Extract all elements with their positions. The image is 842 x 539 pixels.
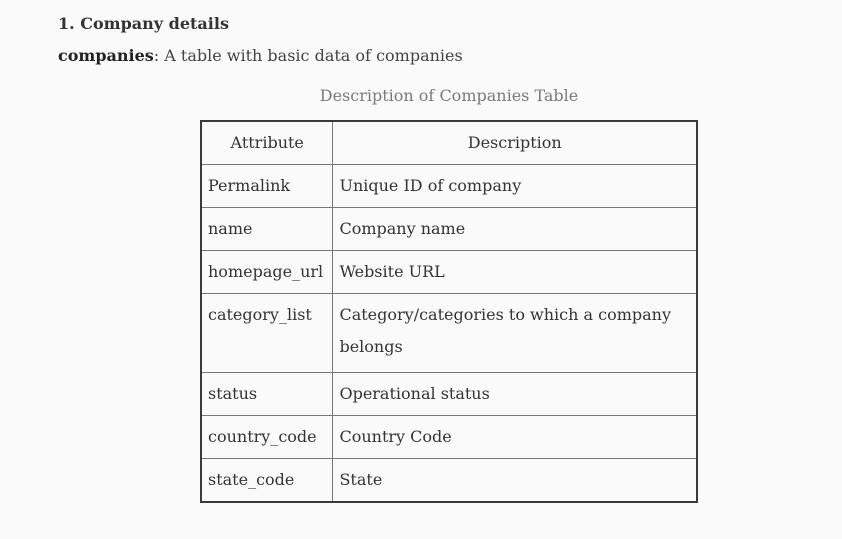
description-cell: Country Code: [332, 415, 698, 459]
attribute-cell: Permalink: [200, 164, 334, 208]
attribute-cell: state_code: [200, 458, 334, 503]
description-cell: Unique ID of company: [332, 164, 698, 208]
table-row: country_code Country Code: [200, 415, 698, 459]
attribute-cell: country_code: [200, 415, 334, 459]
attribute-cell: homepage_url: [200, 250, 334, 294]
table-header-row: Attribute Description: [200, 120, 698, 165]
section-heading: 1. Company details: [58, 14, 229, 33]
table-name-term: companies: [58, 46, 154, 65]
table-intro-text: : A table with basic data of companies: [153, 46, 463, 65]
table-row: name Company name: [200, 207, 698, 251]
description-cell: State: [332, 458, 698, 503]
attribute-cell: status: [200, 372, 334, 416]
column-header-description: Description: [332, 120, 698, 165]
attribute-cell: name: [200, 207, 334, 251]
table-row: category_list Category/categories to whi…: [200, 293, 698, 373]
table-caption: Description of Companies Table: [319, 86, 579, 105]
table-row: status Operational status: [200, 372, 698, 416]
attribute-cell: category_list: [200, 293, 334, 373]
column-header-attribute: Attribute: [200, 120, 334, 165]
description-cell: Company name: [332, 207, 698, 251]
description-cell: Operational status: [332, 372, 698, 416]
companies-description-table: Attribute Description Permalink Unique I…: [200, 120, 698, 503]
table-row: homepage_url Website URL: [200, 250, 698, 294]
description-cell: Category/categories to which a company b…: [332, 293, 698, 373]
table-row: state_code State: [200, 458, 698, 503]
table-row: Permalink Unique ID of company: [200, 164, 698, 208]
table-intro: companies: A table with basic data of co…: [58, 45, 463, 67]
description-cell: Website URL: [332, 250, 698, 294]
